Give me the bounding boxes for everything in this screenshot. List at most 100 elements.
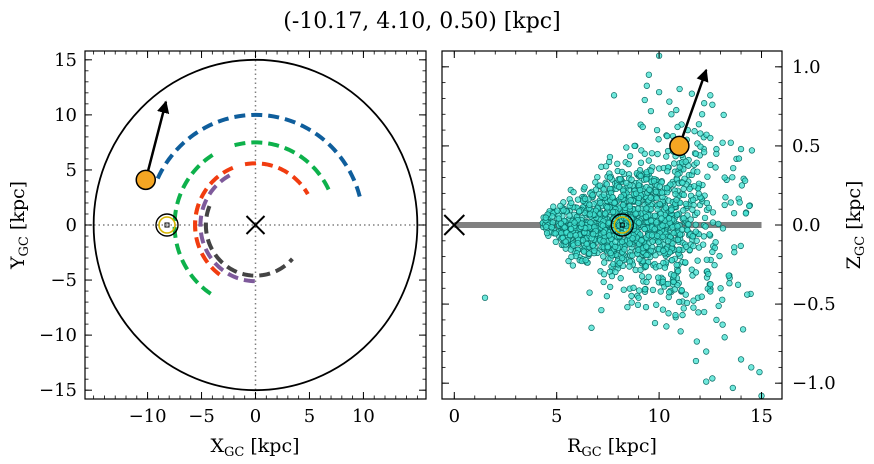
star-point: [719, 321, 726, 328]
star-point: [645, 273, 652, 281]
star-point: [586, 201, 593, 208]
star-point: [682, 259, 689, 266]
y-tick-label: 0.5: [792, 136, 821, 157]
star-point: [670, 272, 678, 279]
y-tick-label: 10: [54, 105, 77, 126]
star-point: [654, 206, 661, 213]
star-point: [744, 291, 751, 298]
star-point: [707, 92, 714, 99]
star-point: [620, 286, 627, 293]
star-point: [670, 278, 677, 286]
star-point: [668, 111, 675, 118]
y-tick-label: 0.0: [792, 215, 821, 236]
star-point: [552, 238, 559, 246]
star-point: [586, 211, 594, 218]
right-axes-frame: [441, 50, 783, 400]
star-point: [557, 202, 564, 210]
star-point: [602, 210, 609, 217]
star-point: [648, 150, 656, 157]
star-point: [588, 324, 595, 331]
star-point: [618, 168, 626, 176]
star-point: [668, 257, 676, 264]
star-point: [730, 210, 738, 217]
star-point: [645, 71, 653, 78]
star-point: [621, 246, 628, 253]
star-point: [695, 190, 702, 197]
sun-marker-outer: [610, 213, 634, 237]
star-point: [600, 191, 608, 199]
star-point: [665, 215, 673, 222]
star-point: [653, 301, 660, 308]
star-point: [629, 252, 636, 259]
star-point: [636, 186, 644, 194]
star-point: [606, 174, 614, 181]
velocity-arrow: [144, 100, 170, 181]
star-point: [586, 250, 593, 257]
star-point: [657, 288, 664, 295]
star-point: [641, 96, 648, 104]
star-point: [636, 256, 643, 263]
star-point: [570, 189, 577, 196]
star-point: [600, 278, 607, 286]
x-tick-label: 0: [449, 406, 460, 427]
star-point: [688, 90, 696, 97]
star-point: [586, 289, 593, 296]
star-point: [727, 139, 734, 146]
right-plot-area: [443, 52, 765, 399]
star-point: [576, 208, 583, 215]
star-point: [739, 326, 747, 333]
star-point: [741, 177, 749, 184]
star-point: [481, 294, 489, 301]
star-point: [665, 289, 673, 296]
star-point: [720, 111, 727, 119]
y-tick-label: −10: [39, 325, 77, 346]
star-point: [756, 368, 763, 376]
star-point: [581, 195, 589, 202]
y-tick-label: 1.0: [792, 57, 821, 78]
star-point: [676, 298, 683, 306]
star-point: [627, 197, 634, 204]
star-point: [617, 175, 624, 183]
star-point: [692, 150, 700, 157]
star-point: [692, 269, 700, 276]
star-point: [628, 299, 635, 306]
star-point: [634, 301, 642, 309]
star-point: [600, 271, 608, 278]
star-point: [712, 239, 719, 246]
star-point: [653, 126, 661, 134]
star-point: [722, 194, 729, 201]
star-point: [599, 222, 606, 229]
star-point: [639, 123, 646, 131]
star-point: [735, 155, 743, 162]
star-point: [635, 219, 643, 226]
star-point: [643, 82, 650, 89]
sun-marker-outer: [155, 213, 179, 237]
star-point: [698, 293, 705, 300]
star-point: [645, 157, 652, 164]
star-point: [683, 299, 691, 307]
star-point: [673, 261, 680, 269]
star-point: [592, 179, 599, 186]
galactic-center-marker: [443, 214, 465, 236]
left-axes-frame: [84, 50, 427, 400]
star-point: [711, 262, 718, 269]
star-point: [651, 212, 659, 219]
star-point: [579, 237, 587, 244]
star-point: [552, 230, 559, 237]
star-point: [617, 275, 624, 282]
star-point: [642, 263, 650, 270]
star-point: [674, 171, 681, 178]
star-point: [659, 306, 667, 313]
star-point: [692, 221, 699, 228]
galactic-center-marker: [245, 215, 266, 235]
star-point: [654, 232, 661, 239]
left-panel-xy: −10 −5 0 5 10 −15 −10 −5 0 5 10 15 XGC [kpc] YGC [k…: [7, 50, 427, 460]
star-point: [648, 232, 656, 239]
star-point: [673, 106, 680, 114]
star-point: [702, 223, 709, 230]
y-tick-label: −5: [50, 270, 77, 291]
star-point: [674, 267, 682, 275]
x-tick-label: 0: [250, 406, 261, 427]
star-point: [651, 225, 658, 233]
star-point: [690, 304, 697, 311]
